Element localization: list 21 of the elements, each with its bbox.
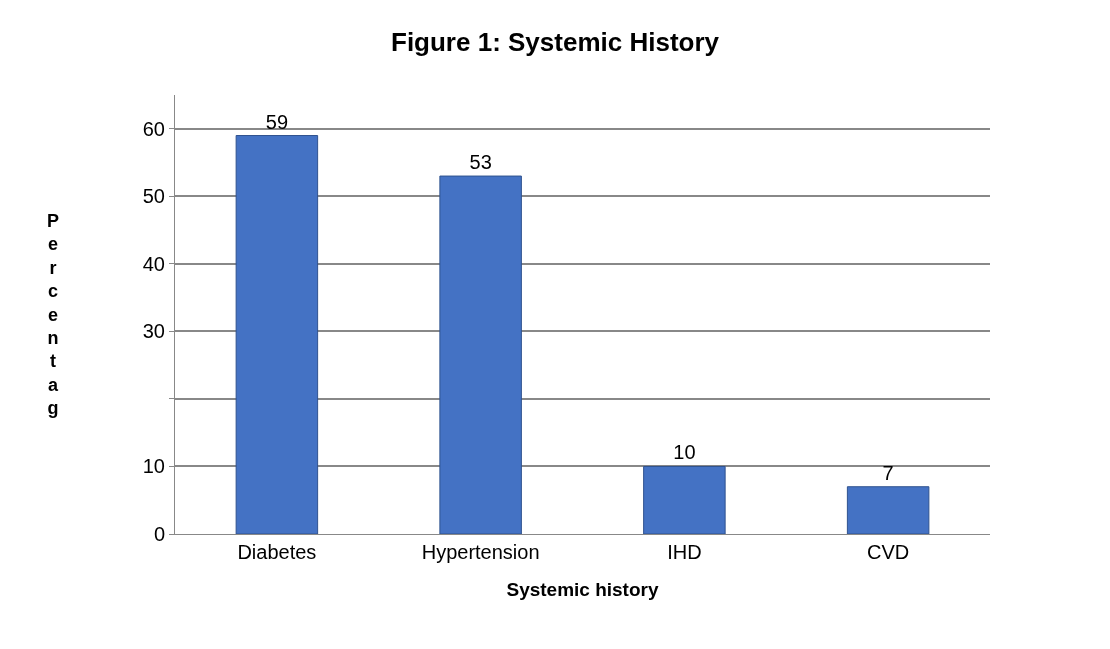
x-tick-label: Diabetes — [237, 541, 317, 563]
data-label: 10 — [673, 441, 696, 464]
chart-title: Figure 1: Systemic History — [391, 26, 720, 57]
y-tick-label: 10 — [142, 455, 165, 478]
bar — [846, 486, 930, 534]
y-tick-label: 50 — [142, 185, 165, 208]
y-tick-label: 0 — [153, 523, 165, 545]
x-axis-title: Systemic history — [506, 578, 659, 600]
text: Percentag — [47, 211, 60, 419]
data-label: 53 — [469, 151, 492, 174]
y-tick-label: 40 — [142, 252, 165, 275]
x-tick-label: IHD — [667, 541, 702, 563]
data-label: 7 — [882, 461, 894, 484]
y-tick-label: 30 — [142, 320, 165, 343]
bar — [643, 465, 726, 534]
y-tick-label: 60 — [142, 117, 165, 140]
data-label: 59 — [265, 110, 289, 133]
bar — [235, 135, 319, 534]
x-tick-label: Hypertension — [421, 541, 540, 563]
x-tick-label: CVD — [867, 541, 910, 563]
bar — [439, 175, 522, 534]
